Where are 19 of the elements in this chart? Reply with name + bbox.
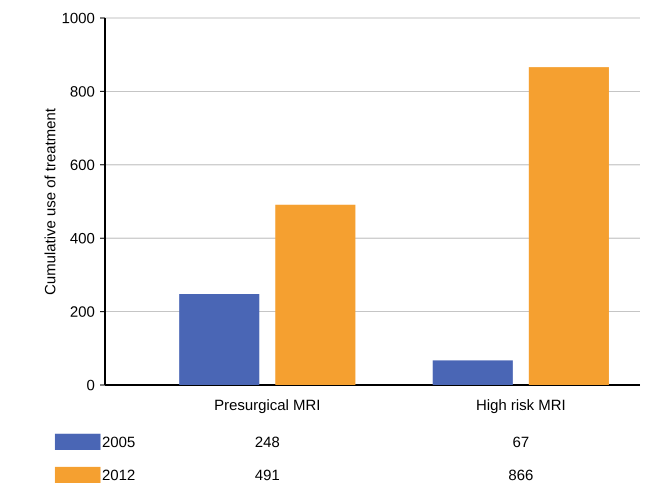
bar <box>179 294 260 385</box>
y-tick-label: 400 <box>70 232 94 244</box>
legend-label: 2005 <box>102 436 135 448</box>
y-tick-label: 1000 <box>62 12 94 24</box>
y-axis-title: Cumulative use of treatment <box>44 108 56 294</box>
y-tick-label: 0 <box>87 380 94 390</box>
y-tick-label: 200 <box>70 306 94 317</box>
data-label: 866 <box>509 470 533 480</box>
y-tick-label: 600 <box>70 160 94 170</box>
data-label: 248 <box>256 436 280 448</box>
y-tick-label: 800 <box>70 86 94 97</box>
bar <box>528 67 609 385</box>
data-label: 67 <box>513 436 528 448</box>
bar <box>432 360 513 385</box>
x-tick-label: Presurgical MRI <box>215 399 320 414</box>
bar <box>275 204 356 385</box>
data-label: 491 <box>255 470 280 480</box>
x-tick-label: High risk MRI <box>477 399 564 414</box>
legend-label: 2012 <box>102 470 134 480</box>
